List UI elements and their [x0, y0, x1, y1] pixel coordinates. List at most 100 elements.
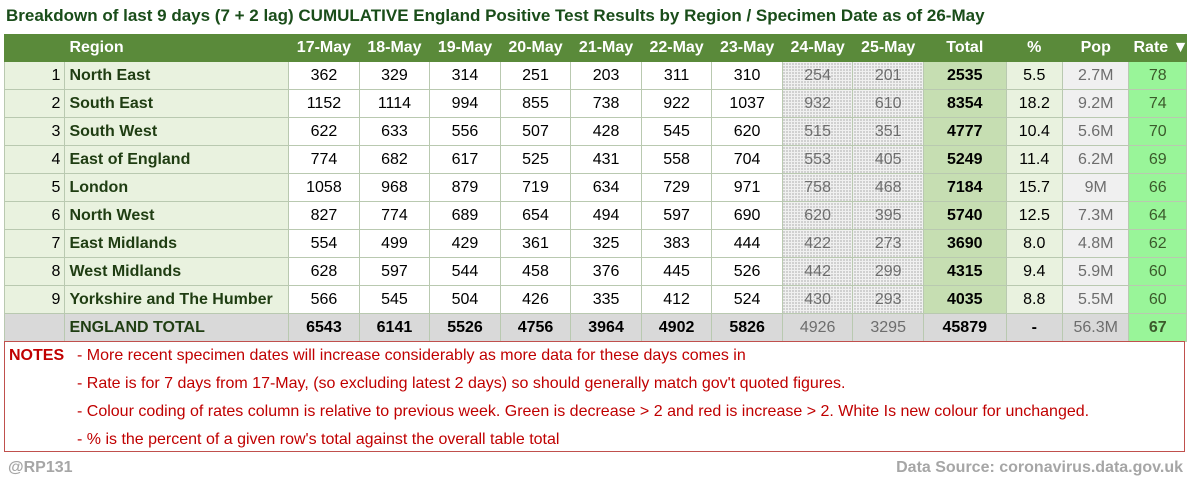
value-cell: 314 — [429, 61, 501, 90]
value-cell: 879 — [429, 173, 501, 202]
value-cell: 325 — [570, 229, 642, 258]
column-header-rate[interactable]: Rate ▼ — [1128, 34, 1187, 62]
population-cell: 4.8M — [1061, 229, 1130, 258]
value-cell: 774 — [358, 201, 431, 230]
value-cell: 597 — [640, 201, 713, 230]
table-row: 2 South East 1152 1114 994 855 738 922 1037 932 61… — [3, 89, 1187, 118]
region-cell: London — [64, 173, 290, 202]
value-cell: 376 — [570, 257, 642, 286]
value-cell: 634 — [570, 173, 642, 202]
value-cell: 922 — [640, 89, 713, 118]
total-cell: 45879 — [922, 313, 1007, 342]
value-cell: 1114 — [358, 89, 431, 118]
column-header-date: 20-May — [499, 34, 572, 62]
table-row: 3 South West 622 633 556 507 428 545 620 515 351 47… — [3, 117, 1187, 146]
value-cell: 6543 — [288, 313, 360, 342]
region-cell: ENGLAND TOTAL — [64, 313, 290, 342]
value-cell: 1058 — [288, 173, 360, 202]
column-header-percent: % — [1005, 34, 1063, 62]
lag-value-cell: 620 — [781, 201, 854, 230]
value-cell: 383 — [640, 229, 713, 258]
percent-cell: 8.8 — [1005, 285, 1063, 314]
note-line: - Rate is for 7 days from 17-May, (so ex… — [77, 375, 846, 392]
rank-cell: 8 — [3, 257, 66, 286]
lag-value-cell: 273 — [852, 229, 924, 258]
value-cell: 5526 — [429, 313, 501, 342]
percent-cell: 11.4 — [1005, 145, 1063, 174]
lag-value-cell: 515 — [781, 117, 854, 146]
column-header-date: 23-May — [711, 34, 783, 62]
rank-cell: 2 — [3, 89, 66, 118]
value-cell: 507 — [499, 117, 572, 146]
results-table: Region 17-May 18-May 19-May 20-May 21-May 22-M… — [3, 34, 1187, 342]
value-cell: 4756 — [499, 313, 572, 342]
lag-value-cell: 610 — [852, 89, 924, 118]
population-cell: 9M — [1061, 173, 1130, 202]
column-header-rank — [3, 34, 66, 62]
value-cell: 545 — [640, 117, 713, 146]
percent-cell: 10.4 — [1005, 117, 1063, 146]
lag-value-cell: 430 — [781, 285, 854, 314]
region-cell: Yorkshire and The Humber — [64, 285, 290, 314]
value-cell: 544 — [429, 257, 501, 286]
population-cell: 7.3M — [1061, 201, 1130, 230]
value-cell: 738 — [570, 89, 642, 118]
note-line: - More recent specimen dates will increa… — [77, 347, 746, 364]
rate-cell: 78 — [1128, 61, 1187, 90]
table-row: 4 East of England 774 682 617 525 431 558 704 553… — [3, 145, 1187, 174]
population-cell: 6.2M — [1061, 145, 1130, 174]
lag-value-cell: 201 — [852, 61, 924, 90]
value-cell: 628 — [288, 257, 360, 286]
lag-value-cell: 422 — [781, 229, 854, 258]
value-cell: 554 — [288, 229, 360, 258]
value-cell: 617 — [429, 145, 501, 174]
value-cell: 654 — [499, 201, 572, 230]
value-cell: 526 — [711, 257, 783, 286]
value-cell: 203 — [570, 61, 642, 90]
value-cell: 971 — [711, 173, 783, 202]
population-cell: 56.3M — [1061, 313, 1130, 342]
value-cell: 525 — [499, 145, 572, 174]
rate-cell: 62 — [1128, 229, 1187, 258]
value-cell: 444 — [711, 229, 783, 258]
region-cell: North West — [64, 201, 290, 230]
population-cell: 5.9M — [1061, 257, 1130, 286]
value-cell: 412 — [640, 285, 713, 314]
value-cell: 729 — [640, 173, 713, 202]
population-cell: 5.5M — [1061, 285, 1130, 314]
value-cell: 4902 — [640, 313, 713, 342]
column-header-date: 22-May — [640, 34, 713, 62]
total-cell: 5249 — [922, 145, 1007, 174]
value-cell: 329 — [358, 61, 431, 90]
value-cell: 3964 — [570, 313, 642, 342]
lag-value-cell: 3295 — [852, 313, 924, 342]
population-cell: 2.7M — [1061, 61, 1130, 90]
rate-cell: 64 — [1128, 201, 1187, 230]
region-cell: West Midlands — [64, 257, 290, 286]
value-cell: 855 — [499, 89, 572, 118]
value-cell: 633 — [358, 117, 431, 146]
percent-cell: 8.0 — [1005, 229, 1063, 258]
rate-cell: 60 — [1128, 257, 1187, 286]
total-cell: 5740 — [922, 201, 1007, 230]
value-cell: 620 — [711, 117, 783, 146]
page-title: Breakdown of last 9 days (7 + 2 lag) CUM… — [6, 6, 985, 25]
percent-cell: 18.2 — [1005, 89, 1063, 118]
value-cell: 429 — [429, 229, 501, 258]
column-header-date: 17-May — [288, 34, 360, 62]
value-cell: 1037 — [711, 89, 783, 118]
table-row: 5 London 1058 968 879 719 634 729 971 758 468 7184 1… — [3, 173, 1187, 202]
value-cell: 458 — [499, 257, 572, 286]
value-cell: 335 — [570, 285, 642, 314]
value-cell: 362 — [288, 61, 360, 90]
value-cell: 445 — [640, 257, 713, 286]
column-header-population: Pop — [1061, 34, 1130, 62]
rate-cell: 70 — [1128, 117, 1187, 146]
rank-cell: 5 — [3, 173, 66, 202]
rate-cell: 74 — [1128, 89, 1187, 118]
total-cell: 4315 — [922, 257, 1007, 286]
notes-box: NOTES - More recent specimen dates will … — [4, 341, 1185, 452]
value-cell: 428 — [570, 117, 642, 146]
value-cell: 690 — [711, 201, 783, 230]
lag-value-cell: 405 — [852, 145, 924, 174]
